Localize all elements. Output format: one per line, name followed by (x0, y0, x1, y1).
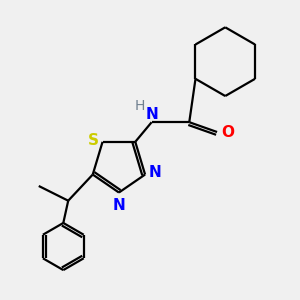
Text: N: N (149, 165, 162, 180)
Text: N: N (145, 106, 158, 122)
Text: O: O (221, 124, 234, 140)
Text: S: S (88, 133, 99, 148)
Text: H: H (135, 99, 146, 113)
Text: N: N (112, 198, 125, 213)
